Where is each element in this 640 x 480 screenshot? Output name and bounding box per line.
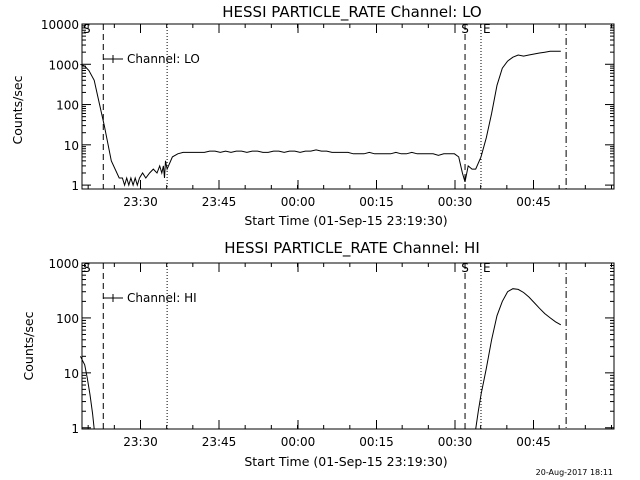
x-tick-label-lo: 00:15 xyxy=(359,195,394,209)
plot-frame-hi xyxy=(81,262,615,430)
series-line-hi-1 xyxy=(475,288,562,430)
y-tick-label-lo: 10000 xyxy=(41,18,79,32)
y-axis-label-hi: Counts/sec xyxy=(21,311,36,380)
series-line-hi-0 xyxy=(79,356,95,430)
y-tick-label-lo: 1000 xyxy=(48,58,79,72)
chart-panel-hi: HESSI PARTICLE_RATE Channel: HI Counts/s… xyxy=(21,239,615,469)
chart-title-lo: HESSI PARTICLE_RATE Channel: LO xyxy=(222,3,481,22)
marker-label-hi-0: S xyxy=(83,261,91,275)
x-tick-label-hi: 23:30 xyxy=(123,435,158,449)
marker-label-lo-4: E xyxy=(483,22,491,36)
chart-title-hi: HESSI PARTICLE_RATE Channel: HI xyxy=(224,239,480,258)
y-axis-label-lo: Counts/sec xyxy=(10,75,25,144)
x-axis-label-lo: Start Time (01-Sep-15 23:19:30) xyxy=(244,213,447,228)
y-tick-label-hi: 100 xyxy=(56,312,79,326)
marker-label-hi-4: E xyxy=(483,261,491,275)
y-tick-label-lo: 10 xyxy=(64,139,79,153)
marker-label-hi-3: S xyxy=(461,261,469,275)
legend-lo: Channel: LO xyxy=(103,52,200,66)
tick-group-hi: 1 10 100 1000 23:30 23:45 00:00 00:15 00:30 00:45 xyxy=(48,257,614,449)
legend-hi: Channel: HI xyxy=(103,291,197,305)
x-tick-label-hi: 00:00 xyxy=(281,435,316,449)
y-tick-label-hi: 10 xyxy=(64,367,79,381)
marker-label-lo-0: S xyxy=(83,22,91,36)
series-line-lo-0 xyxy=(80,50,561,187)
marker-label-lo-3: S xyxy=(461,22,469,36)
y-tick-label-hi: 1 xyxy=(71,422,79,436)
x-tick-label-lo: 00:30 xyxy=(438,195,473,209)
tick-group-lo: 1 10 100 1000 10000 23:30 23:45 00:00 00:15 00:30… xyxy=(41,18,614,209)
legend-label-lo: Channel: LO xyxy=(127,52,200,66)
x-tick-label-hi: 23:45 xyxy=(202,435,237,449)
x-axis-label-hi: Start Time (01-Sep-15 23:19:30) xyxy=(244,454,447,469)
x-tick-label-hi: 00:45 xyxy=(516,435,551,449)
y-tick-label-lo: 1 xyxy=(71,179,79,193)
x-tick-label-lo: 00:00 xyxy=(281,195,316,209)
x-tick-label-lo: 23:30 xyxy=(123,195,158,209)
y-tick-label-hi: 1000 xyxy=(48,257,79,271)
x-tick-label-hi: 00:15 xyxy=(359,435,394,449)
series-group-lo xyxy=(80,50,561,187)
plot-frame-lo xyxy=(81,23,615,190)
footer-timestamp: 20-Aug-2017 18:11 xyxy=(536,468,613,477)
chart-panel-lo: HESSI PARTICLE_RATE Channel: LO Counts/s… xyxy=(10,3,615,228)
x-tick-label-lo: 00:45 xyxy=(516,195,551,209)
x-tick-label-hi: 00:30 xyxy=(438,435,473,449)
series-group-hi xyxy=(79,288,562,430)
legend-label-hi: Channel: HI xyxy=(127,291,197,305)
y-tick-label-lo: 100 xyxy=(56,99,79,113)
x-tick-label-lo: 23:45 xyxy=(202,195,237,209)
